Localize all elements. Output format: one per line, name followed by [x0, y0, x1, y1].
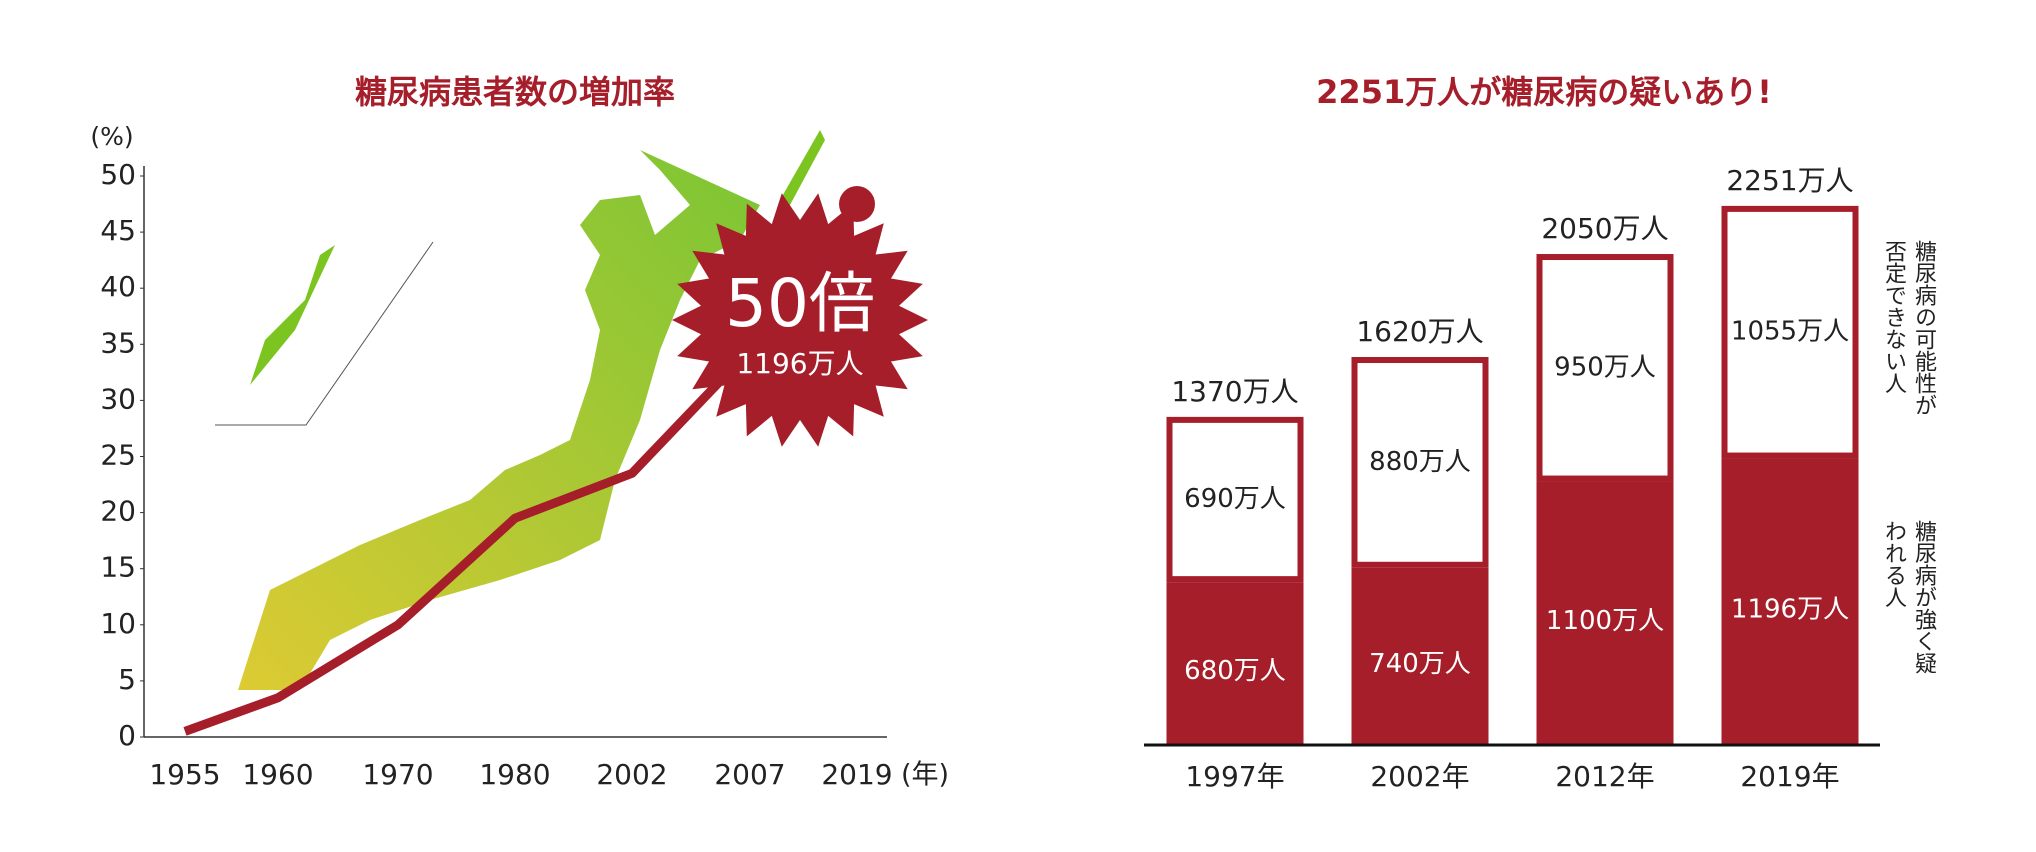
y-tick-label: 15 [100, 551, 136, 584]
annotation-text: 1196万人 [736, 347, 863, 380]
y-axis-label: (%) [90, 122, 133, 151]
x-tick-label: 1997年 [1185, 760, 1284, 793]
value-label: 740万人 [1369, 649, 1471, 679]
map-decoration [215, 130, 825, 690]
y-tick-label: 5 [118, 663, 136, 696]
y-tick-label: 20 [100, 495, 136, 528]
x-tick-label: 1960 [242, 758, 313, 791]
total-label: 1620万人 [1356, 315, 1483, 348]
total-label: 2251万人 [1726, 164, 1853, 197]
x-tick-label: 2012年 [1555, 760, 1654, 793]
x-tick-label: 2002年 [1370, 760, 1469, 793]
legend-entry: 糖尿病の可能性が否定できない人 [1881, 240, 1936, 416]
value-label: 880万人 [1369, 447, 1471, 477]
chart-title: 糖尿病患者数の増加率 [355, 73, 675, 111]
x-axis-label: (年) [901, 760, 949, 791]
legend-entry: 糖尿病が強く疑われる人 [1881, 520, 1936, 674]
value-label: 1055万人 [1731, 317, 1849, 347]
total-label: 1370万人 [1171, 375, 1298, 408]
value-label: 690万人 [1184, 484, 1286, 514]
bar-segment [1166, 416, 1304, 583]
x-tick-label: 2002 [596, 758, 667, 791]
y-tick-label: 0 [118, 719, 136, 752]
bar-segment [1721, 458, 1859, 745]
bar-segment [1721, 205, 1859, 459]
bar-segment [1351, 357, 1489, 568]
x-tick-label: 1980 [479, 758, 550, 791]
bar-segment [1536, 481, 1674, 745]
value-label: 1196万人 [1731, 594, 1849, 624]
x-tick-label: 2007 [714, 758, 785, 791]
y-tick-label: 25 [100, 439, 136, 472]
burst [672, 193, 928, 447]
total-label: 2050万人 [1541, 212, 1668, 245]
bar-segment [1166, 582, 1304, 745]
value-label: 680万人 [1184, 656, 1286, 686]
y-tick-label: 35 [100, 326, 136, 359]
value-label: 950万人 [1554, 352, 1656, 382]
value-label: 1100万人 [1546, 606, 1664, 636]
y-tick-label: 30 [100, 382, 136, 415]
annotation-title: 50倍 [725, 265, 875, 342]
bar-segment [1536, 254, 1674, 482]
x-tick-label: 2019年 [1740, 760, 1839, 793]
x-tick-label: 1955 [149, 758, 220, 791]
y-tick-label: 10 [100, 607, 136, 640]
x-tick-label: 1970 [362, 758, 433, 791]
bar-segment [1351, 567, 1489, 745]
y-tick-label: 40 [100, 270, 136, 303]
x-tick-label: 2019 [821, 758, 892, 791]
y-tick-label: 50 [100, 158, 136, 191]
chart-title: 2251万人が糖尿病の疑いあり! [1316, 73, 1772, 111]
y-tick-label: 45 [100, 214, 136, 247]
